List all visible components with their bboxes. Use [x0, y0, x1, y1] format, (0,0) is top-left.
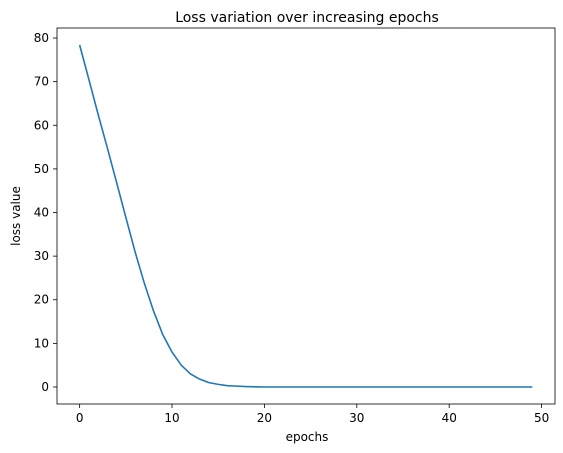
y-axis: 0 10 20 30 40 50 60 70 80	[34, 31, 57, 394]
x-tick-label: 50	[534, 411, 549, 425]
y-tick-label: 80	[34, 31, 49, 45]
y-tick-label: 70	[34, 75, 49, 89]
x-axis: 0 10 20 30 40 50	[76, 404, 549, 425]
plot-frame	[56, 27, 556, 405]
chart-title: Loss variation over increasing epochs	[175, 10, 439, 26]
x-tick-label: 10	[164, 411, 179, 425]
x-tick-label: 20	[257, 411, 272, 425]
y-tick-label: 0	[41, 380, 49, 394]
x-tick-label: 0	[76, 411, 84, 425]
plot-area	[78, 44, 533, 388]
x-axis-label: epochs	[286, 430, 329, 444]
loss-series-line	[78, 44, 533, 388]
x-tick-label: 40	[442, 411, 457, 425]
x-tick-label: 30	[349, 411, 364, 425]
y-tick-label: 60	[34, 118, 49, 132]
y-tick-label: 30	[34, 249, 49, 263]
y-axis-label: loss value	[9, 186, 23, 246]
y-tick-label: 50	[34, 162, 49, 176]
y-tick-label: 40	[34, 206, 49, 220]
y-tick-label: 20	[34, 293, 49, 307]
y-tick-label: 10	[34, 336, 49, 350]
